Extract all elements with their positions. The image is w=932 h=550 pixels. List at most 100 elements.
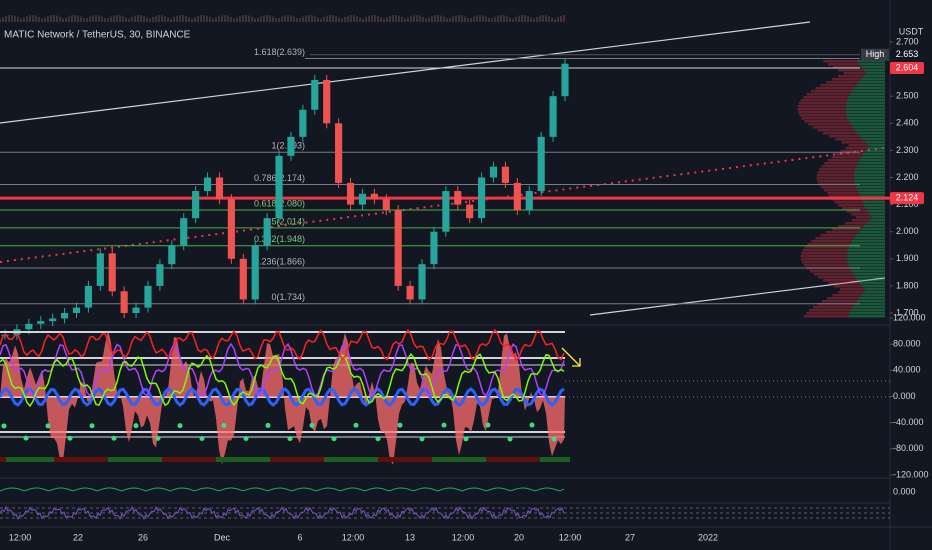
osc-strip	[306, 457, 312, 462]
osc-tick-label: -80.000	[893, 443, 924, 453]
osc-strip	[516, 457, 522, 462]
profile-bar	[828, 282, 860, 285]
osc-strip	[486, 457, 492, 462]
profile-bar	[855, 183, 885, 186]
osc-dot	[287, 436, 293, 442]
osc-tick-label: 120.000	[893, 312, 926, 322]
osc-strip	[204, 457, 210, 462]
profile-bar	[844, 222, 867, 225]
profile-bar	[854, 171, 885, 174]
profile-bar	[841, 141, 866, 144]
candle-body	[132, 307, 140, 313]
candle-body	[549, 96, 557, 137]
profile-bar	[845, 105, 885, 108]
profile-bar	[859, 195, 885, 198]
profile-bar	[856, 165, 885, 168]
osc-strip	[450, 457, 456, 462]
profile-bar	[821, 165, 857, 168]
candle-body	[561, 63, 569, 97]
profile-bar	[862, 138, 885, 141]
profile-bar	[827, 63, 860, 66]
profile-bar	[834, 201, 863, 204]
osc-dot	[265, 422, 271, 428]
profile-bar	[827, 159, 860, 162]
osc-strip	[66, 457, 72, 462]
profile-bar	[843, 72, 867, 75]
osc-strip	[270, 457, 276, 462]
osc-strip	[228, 457, 234, 462]
candle-body	[323, 79, 331, 124]
osc-strip	[528, 457, 534, 462]
osc-strip	[462, 457, 468, 462]
profile-bar	[852, 126, 885, 129]
candle-body	[156, 264, 164, 286]
osc-dot	[221, 423, 227, 429]
osc-strip	[12, 457, 18, 462]
osc-strip	[468, 457, 474, 462]
profile-bar	[865, 150, 885, 153]
candle-body	[406, 285, 414, 300]
profile-bar	[846, 102, 885, 105]
osc-strip	[186, 457, 192, 462]
osc-strip	[72, 457, 78, 462]
profile-bar	[867, 210, 885, 213]
osc-strip	[348, 457, 354, 462]
osc-dot	[89, 423, 95, 429]
candle-body	[203, 177, 212, 192]
osc-tick-label: 80.000	[893, 339, 921, 349]
last-price: 2.604	[896, 62, 919, 72]
osc-blue	[0, 387, 565, 407]
profile-bar	[803, 264, 849, 267]
osc-dot	[331, 436, 337, 442]
candle-body	[466, 204, 474, 219]
profile-bar	[798, 102, 847, 105]
profile-bar	[871, 216, 885, 219]
profile-bar	[861, 78, 885, 81]
profile-bar	[845, 147, 868, 150]
osc-dot	[133, 423, 139, 429]
profile-bar	[827, 192, 860, 195]
osc-strip	[198, 457, 204, 462]
profile-bar	[849, 312, 885, 315]
fib-label: 0.5(2.014)	[264, 216, 305, 226]
profile-bar	[838, 204, 864, 207]
profile-bar	[854, 276, 885, 279]
profile-bar	[847, 261, 885, 264]
osc-strip	[174, 457, 180, 462]
profile-bar	[832, 294, 862, 297]
profile-bar	[857, 132, 885, 135]
profile-bar	[835, 138, 863, 141]
profile-bar	[863, 204, 885, 207]
profile-bar	[850, 243, 885, 246]
candle-body	[454, 191, 462, 205]
profile-bar	[838, 69, 864, 72]
osc-strip	[78, 457, 84, 462]
profile-bar	[847, 117, 885, 120]
profile-bar	[832, 66, 862, 69]
osc-strip	[432, 457, 438, 462]
osc-strip	[222, 457, 228, 462]
osc-dot	[529, 422, 535, 428]
osc-strip	[360, 457, 366, 462]
profile-bar	[860, 156, 885, 159]
candle-body	[263, 218, 271, 246]
candle-body	[513, 182, 521, 211]
profile-bar	[834, 285, 863, 288]
price-tick-label: 2.700	[896, 36, 919, 46]
candle-body	[418, 264, 426, 300]
osc-strip	[120, 457, 126, 462]
profile-bar	[856, 186, 885, 189]
profile-bar	[826, 81, 859, 84]
osc-strip	[540, 457, 546, 462]
osc-strip	[96, 457, 102, 462]
osc-strip	[336, 457, 342, 462]
osc-strip	[0, 457, 6, 462]
candle-body	[251, 245, 259, 300]
last-price-bg	[890, 62, 924, 75]
osc-dot	[375, 436, 381, 442]
profile-bar	[809, 270, 852, 273]
osc-strip	[312, 457, 318, 462]
profile-bar	[861, 294, 885, 297]
time-label: 12:00	[9, 532, 32, 542]
profile-bar	[803, 315, 849, 318]
